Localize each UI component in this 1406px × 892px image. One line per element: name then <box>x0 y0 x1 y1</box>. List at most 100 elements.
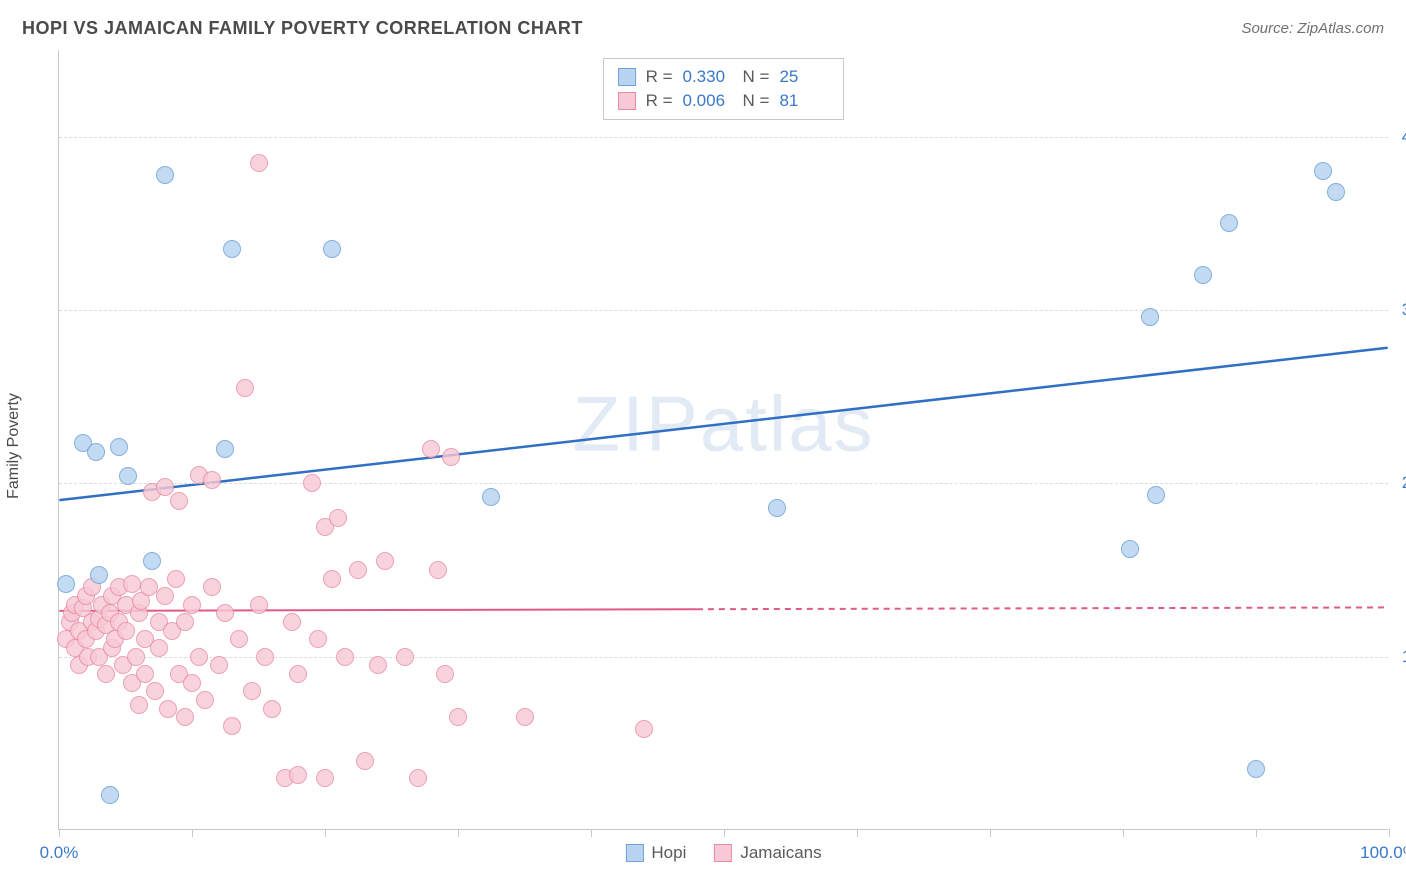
data-point <box>203 578 221 596</box>
data-point <box>516 708 534 726</box>
data-point <box>323 570 341 588</box>
data-point <box>1327 183 1345 201</box>
gridline <box>59 137 1388 138</box>
data-point <box>329 509 347 527</box>
watermark-text: ZIPatlas <box>572 378 874 469</box>
data-point <box>190 648 208 666</box>
data-point <box>283 613 301 631</box>
stats-row-hopi: R = 0.330 N = 25 <box>618 65 830 89</box>
data-point <box>1220 214 1238 232</box>
data-point <box>176 708 194 726</box>
stats-row-jamaicans: R = 0.006 N = 81 <box>618 89 830 113</box>
scatter-plot-area: ZIPatlas R = 0.330 N = 25 R = 0.006 N = … <box>58 50 1388 830</box>
legend-label-jamaicans: Jamaicans <box>740 843 821 863</box>
data-point <box>57 575 75 593</box>
data-point <box>635 720 653 738</box>
data-point <box>223 240 241 258</box>
data-point <box>436 665 454 683</box>
data-point <box>396 648 414 666</box>
swatch-hopi <box>618 68 636 86</box>
data-point <box>150 639 168 657</box>
x-tick <box>591 829 592 837</box>
n-label: N = <box>743 89 770 113</box>
data-point <box>336 648 354 666</box>
source-attribution: Source: ZipAtlas.com <box>1241 20 1384 37</box>
y-tick-label: 20.0% <box>1402 473 1406 493</box>
data-point <box>1194 266 1212 284</box>
data-point <box>167 570 185 588</box>
n-label: N = <box>743 65 770 89</box>
data-point <box>303 474 321 492</box>
data-point <box>768 499 786 517</box>
data-point <box>289 665 307 683</box>
data-point <box>101 786 119 804</box>
data-point <box>90 566 108 584</box>
data-point <box>349 561 367 579</box>
gridline <box>59 483 1388 484</box>
data-point <box>449 708 467 726</box>
data-point <box>1121 540 1139 558</box>
x-tick <box>990 829 991 837</box>
n-value-jamaicans: 81 <box>779 89 829 113</box>
data-point <box>127 648 145 666</box>
data-point <box>369 656 387 674</box>
x-tick <box>1123 829 1124 837</box>
data-point <box>1141 308 1159 326</box>
data-point <box>230 630 248 648</box>
data-point <box>216 440 234 458</box>
data-point <box>442 448 460 466</box>
data-point <box>250 596 268 614</box>
data-point <box>117 622 135 640</box>
x-tick-label: 100.0% <box>1360 843 1406 863</box>
r-value-jamaicans: 0.006 <box>683 89 733 113</box>
data-point <box>87 443 105 461</box>
data-point <box>482 488 500 506</box>
data-point <box>183 674 201 692</box>
legend-swatch-jamaicans <box>714 844 732 862</box>
data-point <box>97 665 115 683</box>
data-point <box>146 682 164 700</box>
data-point <box>236 379 254 397</box>
data-point <box>1314 162 1332 180</box>
n-value-hopi: 25 <box>779 65 829 89</box>
data-point <box>356 752 374 770</box>
y-tick-label: 30.0% <box>1402 300 1406 320</box>
data-point <box>216 604 234 622</box>
data-point <box>183 596 201 614</box>
r-label: R = <box>646 89 673 113</box>
data-point <box>422 440 440 458</box>
data-point <box>409 769 427 787</box>
legend-item-jamaicans: Jamaicans <box>714 843 821 863</box>
data-point <box>156 166 174 184</box>
y-tick-label: 10.0% <box>1402 647 1406 667</box>
x-tick <box>59 829 60 837</box>
data-point <box>243 682 261 700</box>
data-point <box>143 552 161 570</box>
x-tick <box>1256 829 1257 837</box>
gridline <box>59 310 1388 311</box>
data-point <box>210 656 228 674</box>
data-point <box>110 438 128 456</box>
data-point <box>250 154 268 172</box>
x-tick <box>458 829 459 837</box>
data-point <box>130 696 148 714</box>
legend-swatch-hopi <box>625 844 643 862</box>
legend-item-hopi: Hopi <box>625 843 686 863</box>
data-point <box>196 691 214 709</box>
y-tick-label: 40.0% <box>1402 127 1406 147</box>
data-point <box>136 665 154 683</box>
data-point <box>203 471 221 489</box>
x-tick-label: 0.0% <box>40 843 79 863</box>
data-point <box>159 700 177 718</box>
r-label: R = <box>646 65 673 89</box>
y-axis-label: Family Poverty <box>5 393 23 499</box>
data-point <box>309 630 327 648</box>
data-point <box>289 766 307 784</box>
data-point <box>123 575 141 593</box>
data-point <box>223 717 241 735</box>
x-tick <box>857 829 858 837</box>
data-point <box>170 492 188 510</box>
x-tick <box>192 829 193 837</box>
data-point <box>156 587 174 605</box>
series-legend: Hopi Jamaicans <box>625 843 821 863</box>
